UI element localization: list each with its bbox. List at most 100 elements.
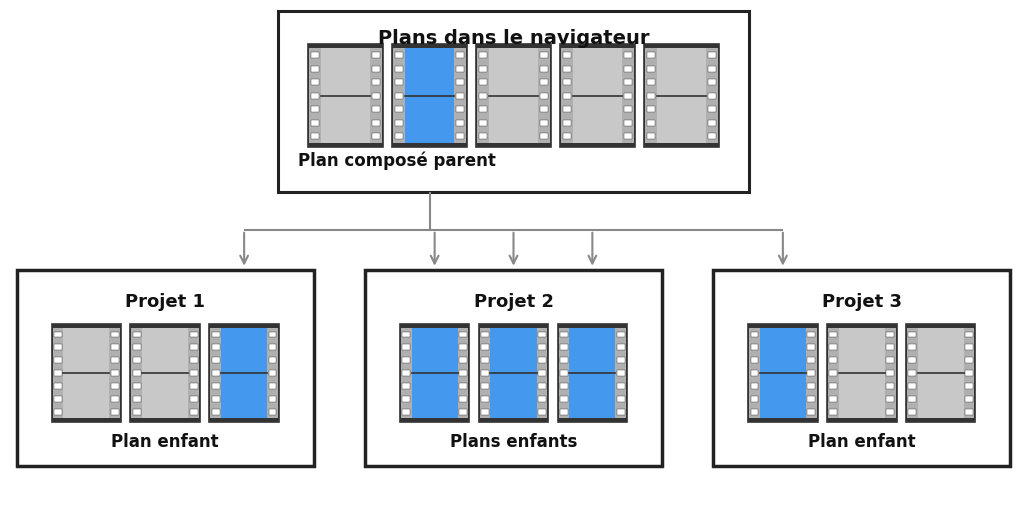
Bar [372,120,380,126]
Bar [540,93,548,99]
Bar [886,344,895,350]
Bar [269,332,276,337]
Bar [459,332,467,337]
Bar [617,396,624,401]
Bar [573,48,622,143]
Bar [459,344,467,350]
Bar [212,409,220,415]
Bar [54,332,62,337]
Bar [538,357,545,363]
Bar [394,79,404,85]
Bar [403,409,410,415]
Bar [479,120,487,126]
Bar [132,409,141,415]
Bar [51,324,121,422]
Bar [623,133,633,139]
Bar [278,12,749,192]
Bar [212,383,220,389]
Bar [393,48,405,143]
Bar [456,93,464,99]
Bar [830,396,837,401]
Bar [456,133,464,139]
Bar [615,328,626,418]
Bar [372,133,380,139]
Bar [569,328,615,418]
Bar [489,48,538,143]
Bar [647,120,655,126]
Bar [132,344,141,350]
Bar [830,357,837,363]
Bar [188,328,199,418]
Bar [482,344,489,350]
Bar [830,370,837,376]
Bar [405,48,454,143]
Bar [807,370,815,376]
Bar [456,107,464,113]
Bar [884,328,896,418]
Bar [647,93,655,99]
Bar [131,328,143,418]
Bar [54,344,62,350]
Bar [806,328,816,418]
Bar [540,79,548,85]
Text: Projet 1: Projet 1 [125,293,205,311]
Bar [647,66,655,72]
Bar [617,357,624,363]
Bar [412,328,458,418]
Bar [111,409,119,415]
Bar [459,357,467,363]
Bar [708,107,716,113]
Bar [403,357,410,363]
Bar [560,357,568,363]
Bar [269,344,276,350]
Bar [458,328,468,418]
Bar [480,328,491,418]
Bar [963,328,975,418]
Bar [269,383,276,389]
Bar [401,328,412,418]
Bar [454,48,466,143]
Bar [827,324,897,422]
Bar [111,370,119,376]
Bar [482,396,489,401]
Bar [536,328,547,418]
Bar [212,370,220,376]
Bar [886,357,895,363]
Bar [221,328,267,418]
Bar [623,66,633,72]
Bar [132,396,141,401]
Bar [372,66,380,72]
Bar [482,332,489,337]
Bar [886,383,895,389]
Bar [456,120,464,126]
Bar [917,328,963,418]
Bar [540,107,548,113]
Bar [560,344,568,350]
Bar [908,409,916,415]
Bar [392,44,467,147]
Bar [617,332,624,337]
Bar [563,133,571,139]
Bar [617,383,624,389]
Bar [965,383,973,389]
Bar [479,93,487,99]
Bar [560,370,568,376]
Bar [479,133,487,139]
Bar [269,396,276,401]
Bar [807,332,815,337]
Bar [394,107,404,113]
Text: Plan composé parent: Plan composé parent [299,151,496,170]
Bar [394,93,404,99]
Bar [269,370,276,376]
Bar [538,344,545,350]
Bar [886,409,895,415]
Bar [269,357,276,363]
Bar [538,383,545,389]
Bar [647,79,655,85]
Bar [394,133,404,139]
Bar [647,52,655,58]
Bar [478,48,489,143]
Bar [212,332,220,337]
Bar [563,93,571,99]
Bar [617,370,624,376]
